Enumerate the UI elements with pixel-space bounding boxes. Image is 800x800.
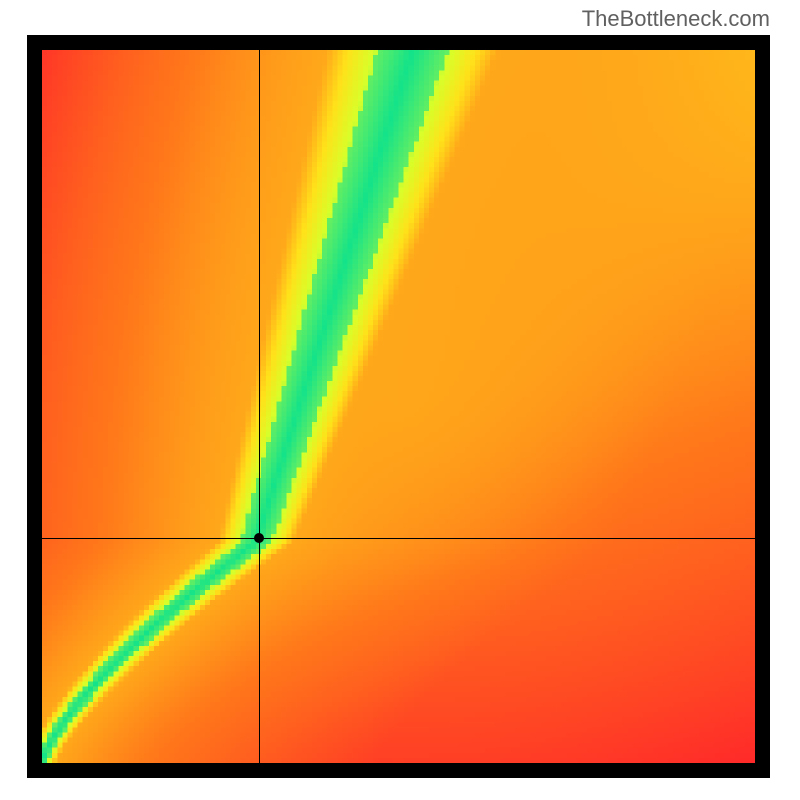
watermark-text: TheBottleneck.com bbox=[582, 6, 770, 32]
chart-container: TheBottleneck.com bbox=[0, 0, 800, 800]
crosshair-horizontal bbox=[42, 538, 755, 539]
heatmap-canvas bbox=[42, 50, 755, 763]
crosshair-vertical bbox=[259, 50, 260, 763]
